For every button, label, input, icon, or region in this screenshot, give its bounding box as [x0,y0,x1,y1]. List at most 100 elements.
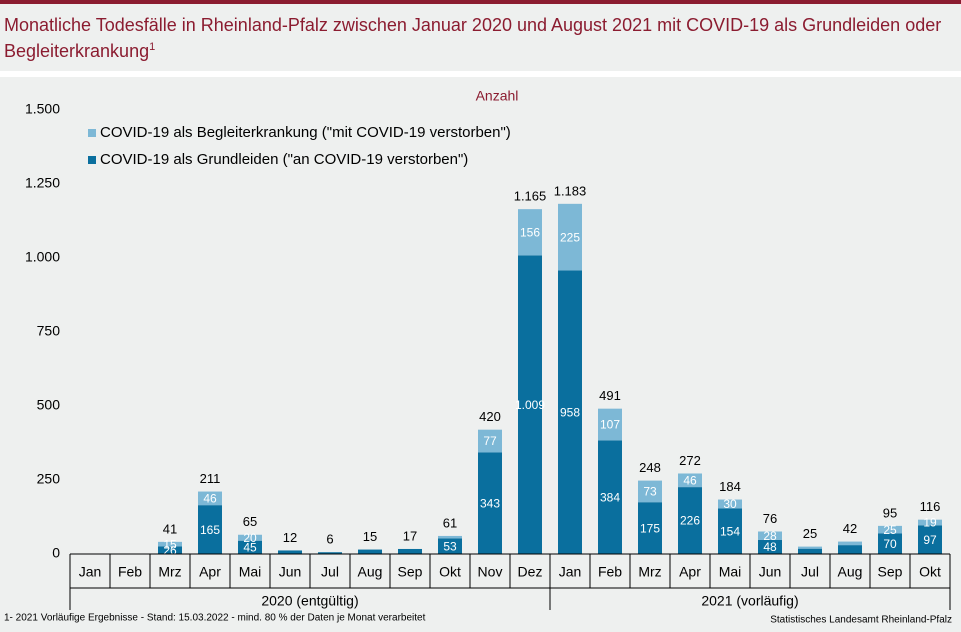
total-label: 95 [883,505,897,520]
bar-segment [558,203,582,271]
total-label: 272 [679,453,701,468]
x-tick-label: Jan [559,564,582,580]
value-label: 384 [600,490,620,504]
x-tick-label: Feb [118,564,142,580]
x-tick-label: Apr [199,564,221,580]
bar-segment [678,473,702,488]
x-tick-label: Okt [439,564,461,580]
total-label: 15 [363,529,377,544]
total-label: 184 [719,479,741,494]
bar-segment [598,440,622,554]
value-label: 73 [643,485,657,499]
x-tick-label: Jul [801,564,819,580]
y-tick-label: 1.500 [25,101,60,117]
total-label: 12 [283,530,297,545]
bar-segment [318,552,342,554]
bar-segment [558,270,582,554]
value-label: 53 [443,539,457,553]
x-tick-label: Sep [878,564,903,580]
bar-segment [518,209,542,256]
x-tick-label: Jun [759,564,782,580]
value-label: 1.009 [515,398,545,412]
value-label: 19 [923,516,937,530]
group-label: 2021 (vorläufig) [701,593,798,609]
legend-label: COVID-19 als Begleiterkrankung ("mit COV… [100,124,511,141]
bar-segment [638,480,662,503]
x-tick-label: Mrz [638,564,661,580]
bar-segment [718,499,742,509]
total-label: 42 [843,521,857,536]
legend-label: COVID-19 als Grundleiden ("an COVID-19 v… [100,151,468,168]
value-label: 343 [480,496,500,510]
bar-segment [198,505,222,554]
bar-segment [238,534,262,541]
value-label: 156 [520,225,540,239]
bar-segment [838,541,862,546]
x-tick-label: Sep [398,564,423,580]
value-label: 958 [560,405,580,419]
group-label: 2020 (entgültig) [261,593,358,609]
value-label: 107 [600,418,620,432]
value-label: 45 [243,541,257,555]
y-axis-label: Anzahl [476,88,519,104]
legend-swatch [88,156,96,164]
value-label: 97 [923,533,937,547]
value-label: 20 [243,531,257,545]
value-label: 25 [883,523,897,537]
title-box: Monatliche Todesfälle in Rheinland-Pfalz… [4,14,954,62]
bar-segment [798,548,822,554]
total-label: 76 [763,511,777,526]
bar-segment [358,549,382,554]
x-tick-label: Jan [79,564,102,580]
title-text: Monatliche Todesfälle in Rheinland-Pfalz… [4,15,942,61]
x-tick-label: Mai [719,564,742,580]
bar-segment [598,408,622,441]
value-label: 77 [483,434,497,448]
x-tick-label: Feb [598,564,622,580]
total-label: 41 [163,521,177,536]
x-tick-label: Aug [358,564,383,580]
y-tick-label: 1.250 [25,175,60,191]
total-label: 65 [243,514,257,529]
value-label: 46 [683,473,697,487]
value-label: 30 [723,497,737,511]
total-label: 61 [443,515,457,530]
bar-segment [918,519,942,526]
total-label: 491 [599,388,621,403]
bar-segment [878,525,902,534]
x-tick-label: Apr [679,564,701,580]
bar-segment [438,535,462,539]
bar-segment [278,550,302,554]
total-label: 1.183 [554,183,587,198]
bar-segment [398,548,422,554]
total-label: 420 [479,409,501,424]
total-label: 17 [403,528,417,543]
source: Statistisches Landesamt Rheinland-Pfalz [770,615,952,626]
value-label: 15 [163,537,177,551]
total-label: 25 [803,526,817,541]
bar-segment [158,546,182,554]
bar-segment [798,546,822,549]
value-label: 46 [203,492,217,506]
value-label: 165 [200,523,220,537]
bar-segment [198,491,222,506]
bar-segment [918,525,942,554]
legend-swatch [88,129,96,137]
value-label: 154 [720,524,740,538]
x-tick-label: Aug [838,564,863,580]
value-label: 70 [883,537,897,551]
y-tick-label: 750 [37,323,61,339]
bar-segment [158,541,182,547]
bar-segment [478,429,502,453]
chart-title: Monatliche Todesfälle in Rheinland-Pfalz… [4,14,954,62]
bar-segment [758,539,782,554]
value-label: 28 [763,529,777,543]
y-tick-label: 250 [37,471,61,487]
x-tick-label: Jun [279,564,302,580]
x-tick-label: Dez [518,564,543,580]
bar-segment [718,508,742,554]
bar-segment [638,502,662,554]
title-note: 1 [149,41,156,53]
bar-segment [878,533,902,554]
